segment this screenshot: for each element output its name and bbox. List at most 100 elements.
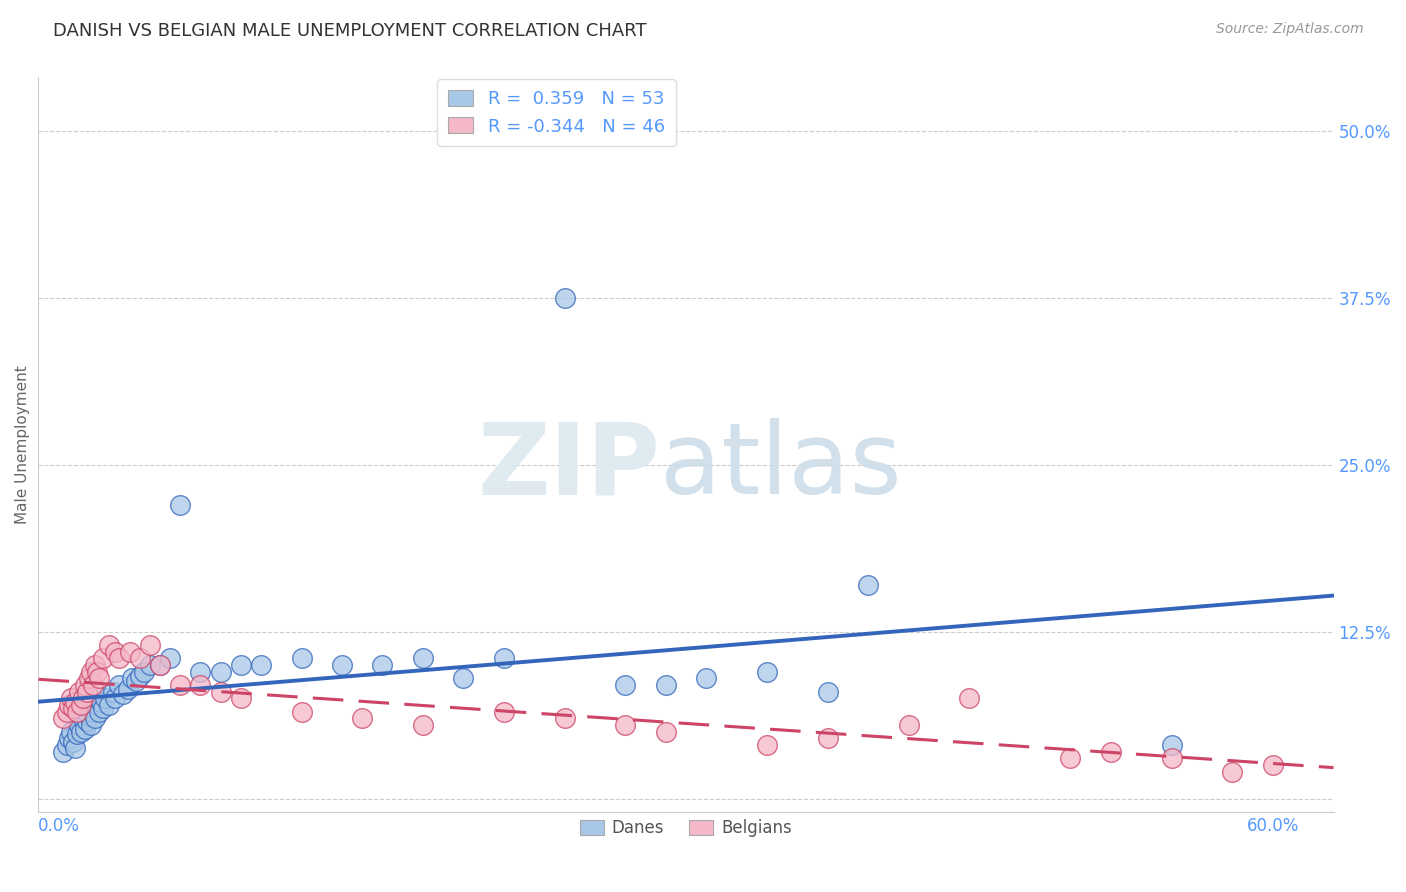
Point xyxy=(72,711,94,725)
Point xyxy=(209,684,232,698)
Point xyxy=(62,735,84,749)
Point xyxy=(91,700,114,714)
Point xyxy=(1261,758,1284,772)
Point xyxy=(1160,751,1182,765)
Point xyxy=(56,738,79,752)
Point xyxy=(108,651,131,665)
Point xyxy=(330,658,353,673)
Point xyxy=(139,658,162,673)
Point xyxy=(52,745,75,759)
Point xyxy=(492,651,515,665)
Point xyxy=(63,695,86,709)
Point xyxy=(655,724,678,739)
Point xyxy=(695,671,717,685)
Point xyxy=(70,698,93,712)
Point xyxy=(149,658,172,673)
Point xyxy=(132,665,155,679)
Point xyxy=(98,698,121,712)
Point xyxy=(412,718,434,732)
Point xyxy=(52,711,75,725)
Point xyxy=(70,724,93,739)
Point xyxy=(118,645,141,659)
Point xyxy=(66,705,89,719)
Point xyxy=(67,684,90,698)
Point xyxy=(492,705,515,719)
Text: Source: ZipAtlas.com: Source: ZipAtlas.com xyxy=(1216,22,1364,37)
Point xyxy=(755,665,778,679)
Point xyxy=(56,705,79,719)
Point xyxy=(117,681,139,696)
Point xyxy=(80,665,103,679)
Point xyxy=(108,678,131,692)
Point xyxy=(554,291,576,305)
Point xyxy=(128,651,150,665)
Point xyxy=(84,711,107,725)
Point xyxy=(1160,738,1182,752)
Point xyxy=(104,645,127,659)
Point xyxy=(209,665,232,679)
Point xyxy=(169,678,191,692)
Point xyxy=(554,711,576,725)
Point xyxy=(188,665,211,679)
Point xyxy=(159,651,181,665)
Point xyxy=(139,638,162,652)
Point xyxy=(58,731,80,746)
Point xyxy=(59,691,82,706)
Point xyxy=(957,691,980,706)
Point xyxy=(755,738,778,752)
Point xyxy=(67,718,90,732)
Point xyxy=(76,684,98,698)
Point xyxy=(72,691,94,706)
Point xyxy=(62,700,84,714)
Text: DANISH VS BELGIAN MALE UNEMPLOYMENT CORRELATION CHART: DANISH VS BELGIAN MALE UNEMPLOYMENT CORR… xyxy=(53,22,647,40)
Point xyxy=(89,705,111,719)
Point xyxy=(66,727,89,741)
Point xyxy=(453,671,475,685)
Point xyxy=(371,658,394,673)
Text: atlas: atlas xyxy=(659,418,901,516)
Point xyxy=(1220,764,1243,779)
Point xyxy=(89,671,111,685)
Point xyxy=(91,651,114,665)
Point xyxy=(73,722,96,736)
Point xyxy=(86,698,108,712)
Point xyxy=(82,678,104,692)
Point xyxy=(188,678,211,692)
Point xyxy=(1059,751,1081,765)
Point xyxy=(59,724,82,739)
Point xyxy=(58,698,80,712)
Point xyxy=(73,678,96,692)
Point xyxy=(80,718,103,732)
Point xyxy=(614,718,637,732)
Point xyxy=(290,651,312,665)
Point xyxy=(229,691,252,706)
Point xyxy=(82,705,104,719)
Point xyxy=(817,684,839,698)
Point xyxy=(90,695,112,709)
Point xyxy=(149,658,172,673)
Point xyxy=(128,668,150,682)
Point xyxy=(104,691,127,706)
Point xyxy=(124,673,146,688)
Point xyxy=(86,665,108,679)
Point xyxy=(817,731,839,746)
Point xyxy=(856,578,879,592)
Point xyxy=(352,711,374,725)
Point xyxy=(103,684,125,698)
Point xyxy=(250,658,273,673)
Point xyxy=(84,658,107,673)
Point xyxy=(98,638,121,652)
Point xyxy=(76,714,98,728)
Point xyxy=(897,718,920,732)
Y-axis label: Male Unemployment: Male Unemployment xyxy=(15,366,30,524)
Legend: Danes, Belgians: Danes, Belgians xyxy=(574,813,799,844)
Point xyxy=(77,671,100,685)
Point xyxy=(290,705,312,719)
Point xyxy=(63,740,86,755)
Point xyxy=(121,671,143,685)
Point xyxy=(614,678,637,692)
Text: ZIP: ZIP xyxy=(477,418,659,516)
Point xyxy=(77,708,100,723)
Point xyxy=(1099,745,1122,759)
Point xyxy=(412,651,434,665)
